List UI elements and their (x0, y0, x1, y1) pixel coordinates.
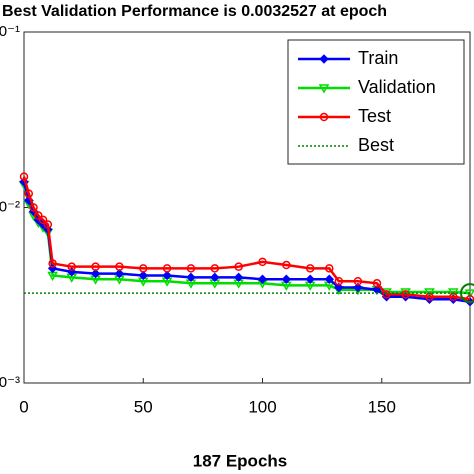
marker (233, 272, 244, 283)
marker (353, 282, 363, 293)
marker (400, 288, 411, 298)
marker (138, 270, 148, 281)
marker (448, 288, 459, 298)
marker (372, 279, 382, 288)
marker (318, 84, 330, 94)
marker (210, 264, 220, 273)
marker (186, 264, 196, 273)
x-axis-label: 187 Epochs (193, 451, 288, 470)
legend-label: Validation (358, 77, 436, 97)
marker (48, 259, 57, 268)
legend-label: Train (358, 48, 398, 68)
marker (139, 264, 148, 273)
x-tick-label: 50 (134, 397, 153, 416)
legend-label: Test (358, 106, 391, 126)
marker (281, 274, 292, 284)
y-tick-label: 10⁻² (0, 198, 20, 215)
marker (319, 112, 329, 122)
marker (38, 215, 48, 225)
y-tick-label: 10⁻³ (0, 374, 20, 391)
marker (29, 203, 38, 212)
legend-label: Best (358, 135, 394, 155)
x-tick-label: 0 (19, 397, 28, 416)
y-tick-label: 10⁻¹ (0, 23, 20, 40)
marker (114, 268, 125, 279)
marker (24, 189, 34, 198)
marker (162, 264, 172, 273)
marker (34, 211, 43, 220)
legend-box (287, 39, 465, 165)
marker (234, 262, 243, 271)
marker (47, 263, 58, 274)
marker (257, 274, 268, 284)
marker (162, 270, 172, 281)
x-tick-label: 100 (248, 397, 276, 416)
marker (210, 272, 220, 283)
marker (305, 264, 315, 273)
marker (91, 262, 100, 271)
marker (325, 264, 334, 273)
marker (324, 274, 334, 284)
marker (382, 290, 391, 299)
x-tick-label: 150 (368, 397, 396, 416)
marker (19, 172, 29, 181)
series-line (22, 176, 471, 301)
marker (334, 276, 344, 286)
marker (353, 276, 363, 286)
marker (334, 282, 344, 293)
marker (282, 260, 291, 270)
marker (115, 262, 124, 271)
best-point (460, 283, 474, 304)
marker (90, 268, 101, 279)
marker (258, 257, 267, 267)
marker (186, 272, 196, 283)
marker (319, 54, 329, 64)
marker (401, 290, 410, 299)
marker (305, 274, 315, 284)
chart-title: Best Validation Performance is 0.0032527… (2, 3, 387, 20)
marker (67, 262, 76, 271)
marker (43, 220, 53, 229)
marker (424, 288, 435, 298)
legend: Train Validation Test Best (287, 39, 465, 165)
marker (66, 267, 77, 277)
